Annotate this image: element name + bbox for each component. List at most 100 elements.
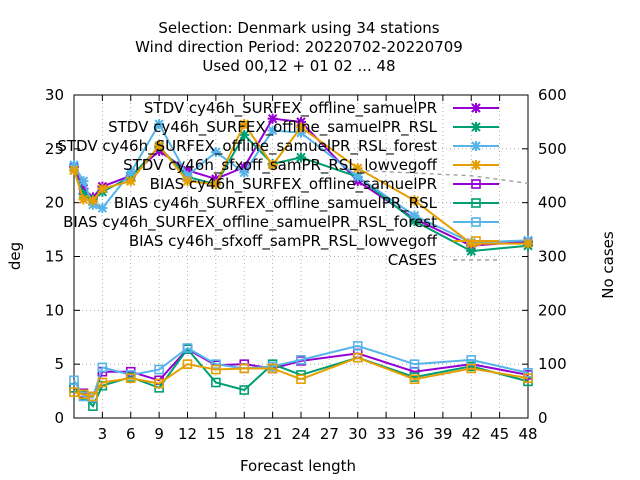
legend-entry: BIAS cy46h_SURFEX_offline_samuelPR_RSL_f… xyxy=(63,213,499,232)
data-point xyxy=(125,176,136,187)
data-point xyxy=(182,343,193,353)
data-point xyxy=(69,387,79,397)
data-point xyxy=(296,122,306,133)
series-6 xyxy=(69,344,533,411)
data-point xyxy=(78,176,89,187)
data-point xyxy=(471,160,481,170)
x-tick-label: 39 xyxy=(433,425,452,443)
x-tick-label: 6 xyxy=(126,425,136,443)
data-point xyxy=(88,391,98,402)
data-point xyxy=(97,203,108,214)
data-point xyxy=(296,152,306,163)
data-point xyxy=(409,210,420,221)
data-point xyxy=(78,194,89,205)
x-tick-label: 9 xyxy=(154,425,164,443)
x-tick-label: 27 xyxy=(320,425,339,443)
data-point xyxy=(296,355,306,365)
data-point xyxy=(69,375,79,386)
legend-entry: BIAS cy46h_SURFEX_offline_samuelPR_RSL xyxy=(114,194,499,213)
x-tick-label: 18 xyxy=(235,425,254,443)
data-point xyxy=(352,341,363,351)
legend-label: STDV cy46h_sfxoff_samPR_RSL_lowvegoff xyxy=(123,156,438,175)
data-point xyxy=(267,159,278,170)
data-point xyxy=(97,362,108,373)
x-tick-label: 15 xyxy=(206,425,225,443)
data-point xyxy=(125,373,136,383)
legend-label: STDV cy46h_SURFEX_offline_samuelPR_RSL_f… xyxy=(57,137,437,156)
data-point xyxy=(471,217,481,227)
chart-title: Selection: Denmark using 34 stations Win… xyxy=(135,19,463,75)
data-point xyxy=(69,165,79,176)
x-tick-label: 42 xyxy=(462,425,481,443)
data-point xyxy=(466,363,477,374)
data-point xyxy=(182,359,193,369)
data-point xyxy=(211,364,221,375)
y2-tick-label: 300 xyxy=(538,248,567,266)
legend-entry: STDV cy46h_SURFEX_offline_samuelPR_RSL_f… xyxy=(57,137,499,156)
axes: 3 6 9 12 15 18 21 24 27 30 33 36 39 42 45 4805101520253… xyxy=(45,86,567,443)
data-point xyxy=(154,364,164,375)
data-point xyxy=(154,119,165,130)
y-tick-label: 25 xyxy=(45,140,64,158)
data-point xyxy=(239,167,250,178)
y-tick-label: 10 xyxy=(45,301,64,319)
data-point xyxy=(409,359,420,369)
data-point xyxy=(523,238,533,249)
title-line-2: Wind direction Period: 20220702-20220709 xyxy=(135,38,463,56)
y2-axis-label: No cases xyxy=(599,231,617,299)
data-point xyxy=(78,389,89,400)
y2-tick-label: 0 xyxy=(538,409,548,427)
x-tick-label: 36 xyxy=(405,425,424,443)
y2-tick-label: 500 xyxy=(538,140,567,158)
data-point xyxy=(409,195,420,206)
x-axis-label: Forecast length xyxy=(240,457,356,475)
x-tick-label: 30 xyxy=(348,425,367,443)
x-tick-label: 33 xyxy=(377,425,396,443)
x-tick-label: 3 xyxy=(98,425,108,443)
title-line-1: Selection: Denmark using 34 stations xyxy=(158,19,439,37)
legend-label: BIAS cy46h_SURFEX_offline_samuelPR xyxy=(150,175,437,194)
legend-label: BIAS cy46h_SURFEX_offline_samuelPR_RSL xyxy=(114,194,438,213)
data-point xyxy=(97,377,108,388)
title-line-3: Used 00,12 + 01 02 ... 48 xyxy=(202,57,395,75)
data-point xyxy=(352,352,363,363)
legend-label: BIAS cy46h_SURFEX_offline_samuelPR_RSL_f… xyxy=(63,213,437,232)
data-point xyxy=(239,119,250,130)
data-point xyxy=(154,140,165,151)
data-point xyxy=(471,236,481,246)
y2-tick-label: 200 xyxy=(538,301,567,319)
y-tick-label: 5 xyxy=(54,355,64,373)
y2-tick-label: 600 xyxy=(538,86,567,104)
data-point xyxy=(239,363,250,374)
data-point xyxy=(267,125,278,136)
data-point xyxy=(182,176,193,187)
legend-label: BIAS cy46h_sfxoff_samPR_RSL_lowvegoff xyxy=(129,232,438,251)
data-point xyxy=(409,374,420,385)
data-point xyxy=(239,129,250,140)
legend-label: STDV cy46h_SURFEX_offline_samuelPR xyxy=(144,99,437,118)
y-tick-label: 15 xyxy=(45,248,64,266)
data-point xyxy=(296,374,306,385)
x-tick-label: 12 xyxy=(178,425,197,443)
data-point xyxy=(471,198,481,208)
data-point xyxy=(471,103,481,113)
y-axis-label: deg xyxy=(6,242,24,270)
x-tick-label: 21 xyxy=(263,425,282,443)
data-point xyxy=(87,195,98,206)
data-point xyxy=(211,377,221,388)
legend-entry: BIAS cy46h_sfxoff_samPR_RSL_lowvegoff xyxy=(129,232,499,251)
data-point xyxy=(352,171,363,182)
legend-entry: STDV cy46h_sfxoff_samPR_RSL_lowvegoff xyxy=(123,156,499,175)
series-8 xyxy=(69,352,533,402)
series-line xyxy=(73,347,529,408)
legend-label: STDV cy46h_SURFEX_offline_samuelPR_RSL xyxy=(108,118,438,137)
data-point xyxy=(267,113,278,124)
data-point xyxy=(211,359,221,369)
data-point xyxy=(523,367,533,378)
y-tick-label: 0 xyxy=(54,409,64,427)
data-point xyxy=(210,147,221,158)
x-tick-label: 48 xyxy=(518,425,537,443)
y2-tick-label: 400 xyxy=(538,194,567,212)
